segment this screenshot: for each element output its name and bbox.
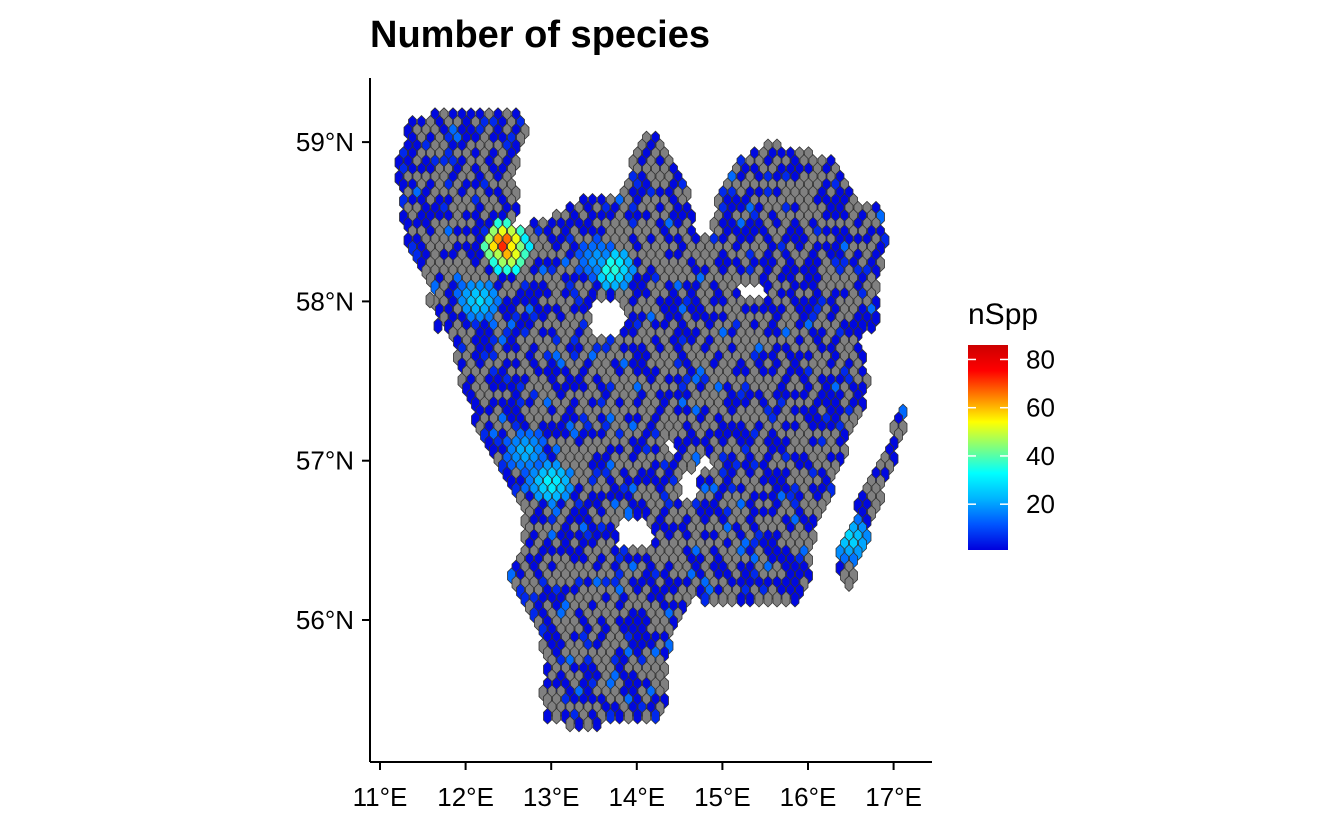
color-legend: nSpp 20 40 60 80	[968, 298, 1055, 550]
hex-cell	[633, 505, 642, 522]
hex-cell	[425, 291, 435, 309]
hex-cell	[624, 707, 633, 725]
y-tick-label: 57°N	[296, 446, 354, 476]
x-tick-label: 15°E	[694, 782, 751, 812]
y-tick-label: 56°N	[296, 605, 354, 635]
hex-cell	[718, 590, 728, 608]
x-tick-label: 13°E	[523, 782, 580, 812]
hex-cell	[574, 715, 584, 733]
hex-cell	[606, 286, 615, 304]
hex-cell	[583, 715, 593, 733]
legend-colorbar	[968, 345, 1008, 550]
x-tick-label: 17°E	[865, 782, 922, 812]
hex-cell	[754, 590, 764, 608]
hex-cell	[741, 271, 750, 288]
hex-cell	[633, 707, 642, 725]
hex-cell	[736, 590, 746, 608]
hex-cell	[700, 590, 710, 608]
hex-cell	[624, 505, 633, 522]
hex-cell	[772, 590, 782, 608]
hex-cell	[709, 590, 719, 608]
legend-title: nSpp	[968, 298, 1038, 331]
x-tick-label: 12°E	[437, 782, 494, 812]
legend-tick-label: 60	[1026, 393, 1055, 423]
x-axis-ticks: 11°E 12°E 13°E 14°E 15°E 16°E 17°E	[353, 762, 922, 812]
hex-cell	[763, 590, 773, 608]
y-tick-label: 59°N	[296, 127, 354, 157]
hex-cell	[642, 707, 651, 725]
hex-cell	[745, 590, 755, 608]
map-title: Number of species	[370, 14, 710, 56]
hex-cell	[552, 707, 561, 725]
legend-tick-label: 80	[1026, 344, 1055, 374]
x-tick-label: 14°E	[608, 782, 665, 812]
x-tick-label: 11°E	[353, 782, 408, 812]
hex-cell	[615, 707, 624, 725]
legend-tick-label: 20	[1026, 489, 1055, 519]
hex-cell	[790, 590, 800, 608]
hex-cell	[651, 707, 660, 725]
hex-cell	[606, 707, 615, 725]
y-tick-label: 58°N	[296, 286, 354, 316]
hex-cell	[871, 309, 881, 327]
hex-cell	[844, 575, 854, 592]
hex-cell	[592, 715, 602, 733]
legend-tick-label: 40	[1026, 441, 1055, 471]
hex-cell	[565, 715, 575, 733]
hex-cell	[597, 286, 606, 304]
hex-cell	[781, 590, 791, 608]
hex-cell	[750, 271, 759, 288]
hex-cell	[687, 458, 696, 475]
hex-cells-layer	[394, 107, 908, 733]
hex-cell	[727, 590, 737, 608]
axes	[369, 78, 932, 763]
hex-cell	[543, 707, 552, 725]
legend-ticks: 20 40 60 80	[968, 344, 1055, 519]
hex-cell	[433, 317, 443, 335]
x-tick-label: 16°E	[780, 782, 837, 812]
y-axis-ticks: 56°N 57°N 58°N 59°N	[296, 127, 370, 635]
